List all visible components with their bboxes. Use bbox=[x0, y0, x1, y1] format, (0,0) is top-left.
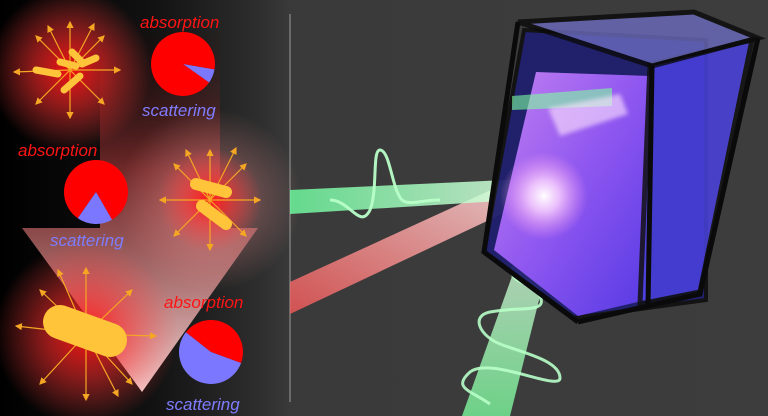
absorption-label-1: absorption bbox=[140, 13, 220, 32]
gold-nanorods-medium bbox=[190, 178, 232, 230]
gold-nanorod-large bbox=[43, 305, 127, 357]
pie-chart-3 bbox=[178, 320, 243, 385]
particle-group-small bbox=[0, 0, 152, 152]
pie-chart-1 bbox=[151, 31, 216, 96]
scattering-label-3: scattering bbox=[166, 395, 240, 414]
pie-slice-absorption bbox=[151, 31, 216, 96]
pie-slice-absorption bbox=[63, 160, 128, 220]
red-laser-beam bbox=[290, 172, 540, 314]
cuvette-experiment bbox=[290, 9, 766, 416]
pie-slice-scattering bbox=[178, 332, 242, 385]
absorption-label-3: absorption bbox=[164, 293, 244, 312]
pie-slice-absorption bbox=[185, 320, 243, 363]
scattering-label-1: scattering bbox=[142, 101, 216, 120]
absorption-scattering-pies bbox=[63, 31, 243, 385]
particle-group-medium bbox=[118, 108, 302, 292]
cuvette-edge bbox=[481, 21, 580, 325]
scattering-label-2: scattering bbox=[50, 231, 124, 250]
scattered-light-white bbox=[548, 94, 628, 136]
pie-slice-scattering bbox=[77, 192, 112, 224]
green-wave-horizontal bbox=[329, 148, 441, 219]
green-laser-beam bbox=[290, 178, 548, 214]
pie-chart-2 bbox=[63, 160, 128, 224]
green-wave-vertical bbox=[461, 246, 562, 406]
gold-nanorods-small bbox=[32, 48, 100, 94]
pie-slice-scattering bbox=[183, 64, 215, 83]
particle-group-large bbox=[0, 242, 178, 416]
cuvette-right-face bbox=[637, 36, 756, 308]
absorption-label-2: absorption bbox=[18, 141, 98, 160]
cuvette-edge bbox=[647, 37, 761, 309]
interaction-hotspot bbox=[500, 152, 588, 240]
